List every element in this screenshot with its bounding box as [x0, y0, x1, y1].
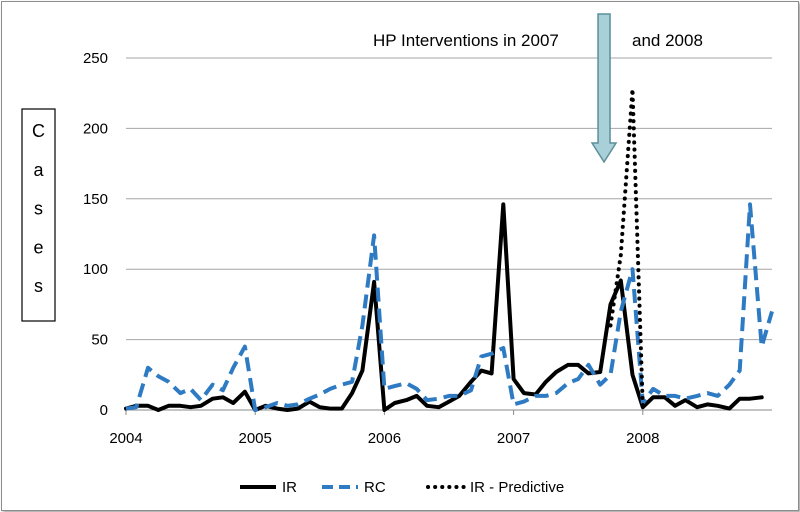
legend-label-ir: IR — [282, 479, 297, 496]
x-tick-label-2006: 2006 — [368, 430, 401, 447]
down-arrow-icon — [590, 13, 618, 164]
x-tick-label-2008: 2008 — [626, 430, 659, 447]
y-tick-labels: 0 50 100 150 200 250 — [83, 50, 108, 419]
series-line-ir — [124, 202, 764, 412]
legend-label-rc: RC — [364, 479, 386, 496]
series-line-rc — [125, 202, 774, 412]
annotation-text-1: HP Interventions in 2007 — [373, 31, 559, 50]
y-axis-label-letter: s — [34, 276, 43, 296]
y-axis-label-letter: e — [33, 237, 43, 257]
series-lines — [124, 87, 774, 412]
x-tick-label-2005: 2005 — [239, 430, 272, 447]
x-tick-label-2004: 2004 — [109, 430, 142, 447]
gridlines — [126, 57, 772, 411]
y-tick-label-0: 0 — [100, 402, 108, 419]
y-axis-label-letter: C — [32, 121, 45, 141]
y-tick-label-150: 150 — [83, 191, 108, 208]
y-axis-label-letter: a — [33, 160, 44, 180]
y-tick-label-50: 50 — [91, 332, 108, 349]
y-axis-label-box — [21, 108, 56, 322]
series-line-ir-predictive — [608, 87, 645, 410]
y-axis-label-letter: s — [34, 199, 43, 219]
legend: IR RC IR - Predictive — [240, 479, 564, 496]
x-tick-label-2007: 2007 — [497, 430, 530, 447]
annotations: HP Interventions in 2007 and 2008 — [373, 13, 703, 164]
y-tick-label-250: 250 — [83, 50, 108, 67]
legend-label-ir-predictive: IR - Predictive — [470, 479, 564, 496]
y-tick-label-100: 100 — [83, 261, 108, 278]
y-tick-label-200: 200 — [83, 120, 108, 137]
annotation-text-2: and 2008 — [632, 31, 703, 50]
x-tick-labels: 2004 2005 2006 2007 2008 — [109, 410, 659, 447]
